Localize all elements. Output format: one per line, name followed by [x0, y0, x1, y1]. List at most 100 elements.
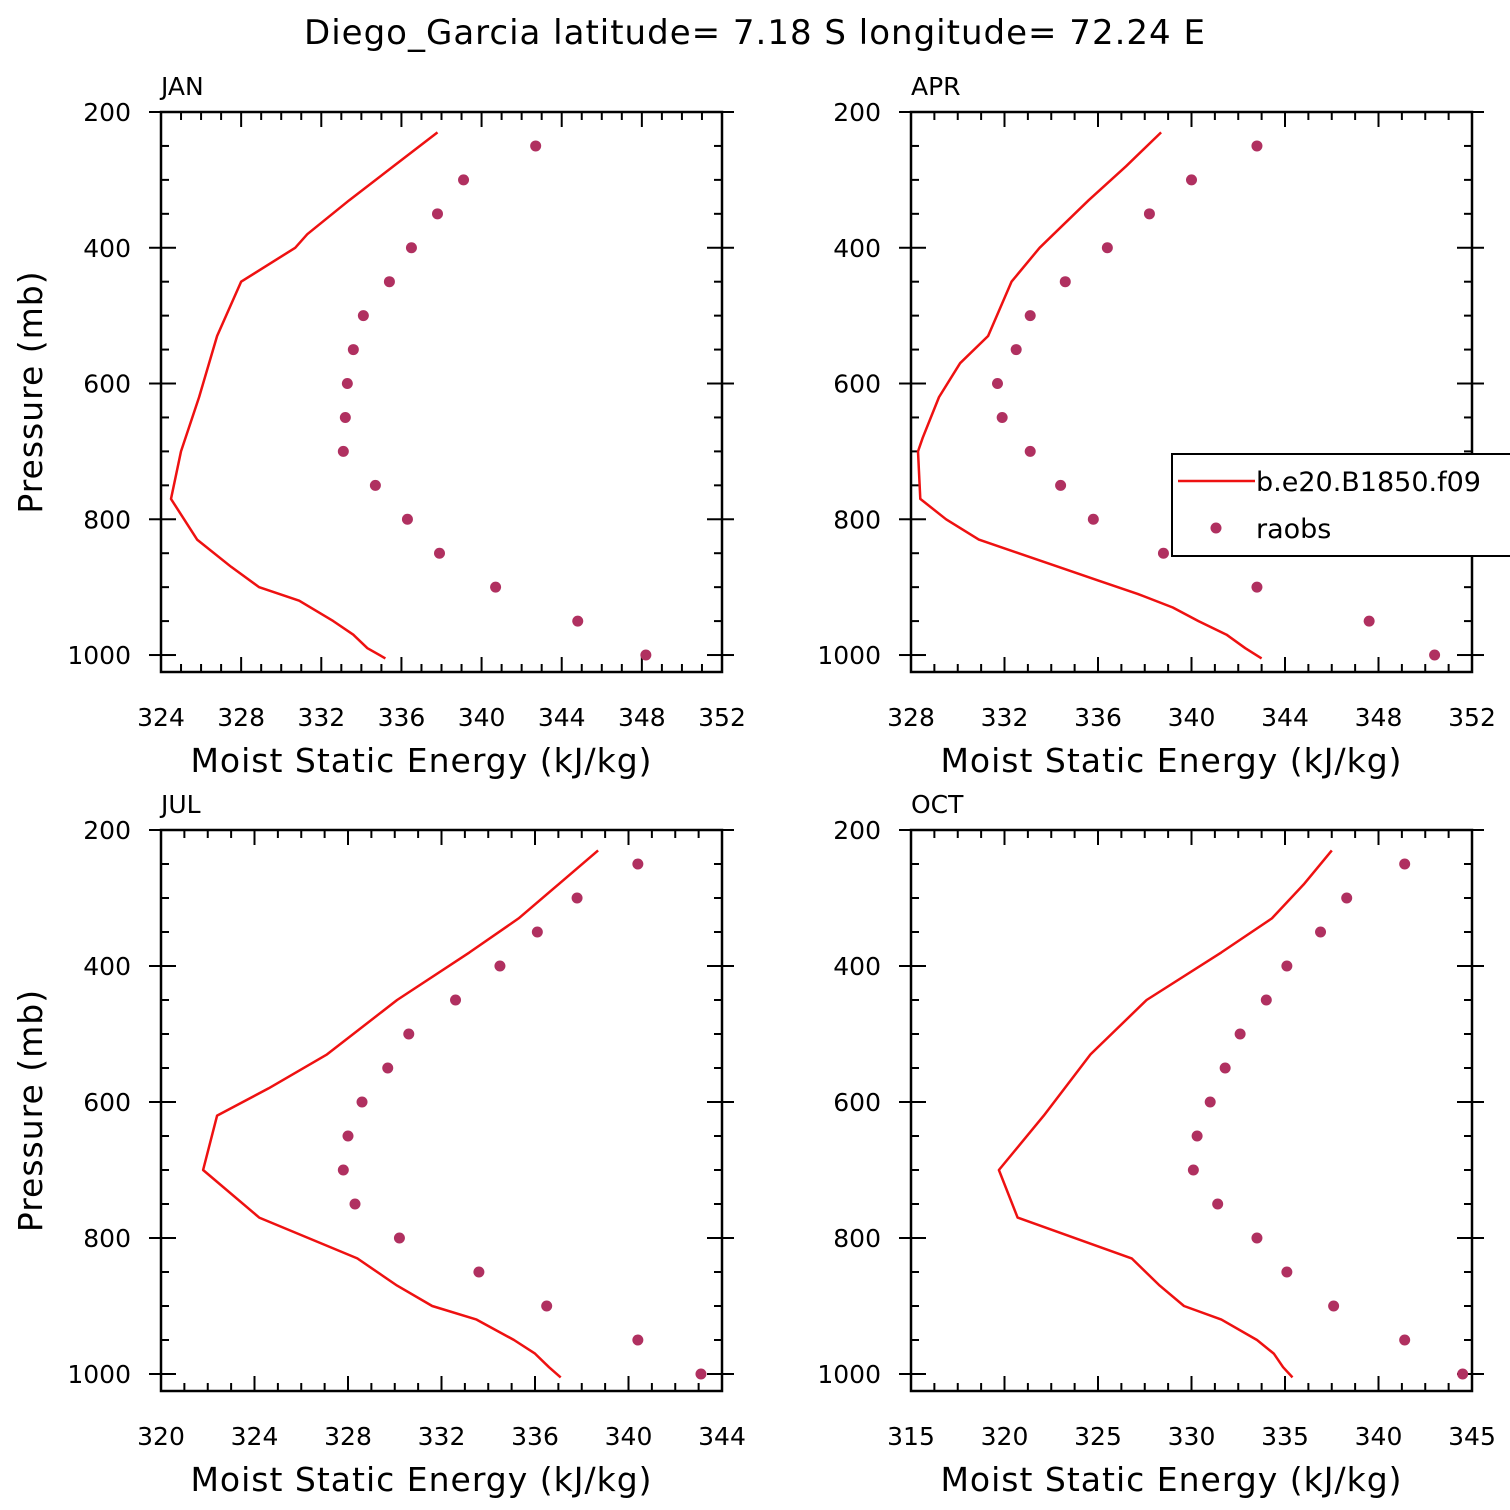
raobs-point — [342, 1130, 354, 1142]
x-tick-label: 320 — [981, 1422, 1029, 1451]
raobs-point — [1315, 926, 1327, 938]
x-tick-label: 328 — [887, 703, 935, 732]
raobs-point — [339, 411, 351, 423]
raobs-point — [1251, 140, 1263, 152]
raobs-point — [632, 858, 644, 870]
x-axis-label: Moist Static Energy (kJ/kg) — [190, 741, 652, 780]
x-axis-label: Moist Static Energy (kJ/kg) — [190, 1460, 652, 1499]
y-tick-label: 400 — [83, 952, 131, 981]
x-tick-label: 348 — [618, 703, 666, 732]
y-tick-label: 800 — [83, 1224, 131, 1253]
legend-label-model: b.e20.B1850.f09 — [1256, 467, 1481, 498]
legend: b.e20.B1850.f09 raobs — [1171, 453, 1510, 557]
raobs-point — [405, 242, 417, 254]
y-tick-label: 200 — [833, 816, 881, 845]
y-tick-label: 600 — [833, 1088, 881, 1117]
x-tick-label: 315 — [887, 1422, 935, 1451]
legend-box — [1171, 453, 1510, 557]
x-tick-label: 328 — [324, 1422, 372, 1451]
raobs-point — [1055, 479, 1067, 491]
raobs-point — [382, 1062, 394, 1074]
raobs-point — [337, 445, 349, 457]
x-tick-label: 344 — [698, 1422, 746, 1451]
panel-label: APR — [911, 72, 961, 101]
raobs-point — [1341, 892, 1353, 904]
x-tick-label: 325 — [1074, 1422, 1122, 1451]
x-tick-label: 336 — [378, 703, 426, 732]
x-tick-label: 332 — [981, 703, 1029, 732]
raobs-point — [1143, 208, 1155, 220]
raobs-point — [1186, 174, 1197, 186]
x-tick-label: 345 — [1448, 1422, 1496, 1451]
raobs-point — [531, 926, 543, 938]
x-tick-label: 335 — [1261, 1422, 1309, 1451]
y-tick-label: 1000 — [817, 641, 881, 670]
raobs-point — [991, 378, 1003, 390]
figure-title: Diego_Garcia latitude= 7.18 S longitude=… — [304, 13, 1206, 53]
x-tick-label: 336 — [1074, 703, 1122, 732]
x-tick-label: 336 — [511, 1422, 559, 1451]
raobs-point — [1187, 1164, 1199, 1176]
model-line — [201, 849, 599, 1379]
panel-label: OCT — [911, 790, 964, 819]
plot-frame — [159, 828, 724, 1393]
panel-label: JUL — [159, 790, 201, 819]
plot-frame — [159, 110, 724, 674]
raobs-point — [1429, 649, 1441, 661]
raobs-point — [431, 208, 443, 220]
x-tick-label: 352 — [698, 703, 746, 732]
raobs-point — [530, 140, 542, 152]
raobs-point — [1219, 1062, 1231, 1074]
model-line — [997, 849, 1333, 1379]
raobs-point — [450, 994, 462, 1006]
plot-frame — [909, 828, 1474, 1393]
y-tick-label: 400 — [833, 234, 881, 263]
legend-dot-swatch — [1210, 522, 1222, 534]
raobs-point — [1212, 1198, 1224, 1210]
y-tick-label: 800 — [833, 505, 881, 534]
raobs-point — [1234, 1028, 1246, 1040]
raobs-point — [357, 310, 369, 322]
raobs-point — [1399, 1334, 1411, 1346]
y-tick-label: 1000 — [67, 641, 131, 670]
raobs-point — [356, 1096, 368, 1108]
model-line — [916, 131, 1263, 660]
raobs-point — [1399, 858, 1411, 870]
x-tick-label: 344 — [538, 703, 586, 732]
x-tick-label: 344 — [1261, 703, 1309, 732]
raobs-point — [571, 892, 583, 904]
y-tick-label: 600 — [83, 1088, 131, 1117]
raobs-point — [341, 378, 353, 390]
raobs-point — [458, 174, 470, 186]
y-tick-label: 200 — [83, 98, 131, 127]
y-tick-label: 400 — [833, 952, 881, 981]
raobs-point — [632, 1334, 644, 1346]
y-axis-label: Pressure (mb) — [11, 989, 50, 1232]
x-tick-label: 352 — [1448, 703, 1496, 732]
raobs-point — [494, 960, 506, 972]
panel-jan: JAN 324 328 332 336 340 344 348 352 200 400 600 800 1… — [11, 72, 746, 780]
panels: JAN 324 328 332 336 340 344 348 352 200 400 600 800 1… — [11, 72, 1496, 1499]
y-tick-label: 600 — [833, 370, 881, 399]
raobs-point — [1101, 242, 1113, 254]
raobs-point — [490, 581, 502, 593]
raobs-point — [1281, 1266, 1293, 1278]
x-tick-label: 340 — [1355, 1422, 1403, 1451]
raobs-point — [1191, 1130, 1203, 1142]
y-tick-label: 200 — [833, 98, 881, 127]
x-tick-label: 348 — [1355, 703, 1403, 732]
panel-jul: JUL 320 324 328 332 336 340 344 200 400 600 800 1000… — [11, 790, 746, 1499]
legend-label-raobs: raobs — [1256, 514, 1331, 545]
raobs-point — [1059, 276, 1071, 288]
raobs-point — [996, 411, 1008, 423]
raobs-point — [1251, 1232, 1263, 1244]
raobs-point — [1024, 310, 1036, 322]
raobs-point — [1457, 1368, 1469, 1380]
raobs-point — [1281, 960, 1293, 972]
plot-frame — [909, 110, 1474, 674]
panel-apr: APR 328 332 336 340 344 348 352 200 400 600 800 1000… — [817, 72, 1495, 780]
x-tick-label: 324 — [231, 1422, 279, 1451]
panel-label: JAN — [159, 72, 204, 101]
raobs-point — [383, 276, 395, 288]
